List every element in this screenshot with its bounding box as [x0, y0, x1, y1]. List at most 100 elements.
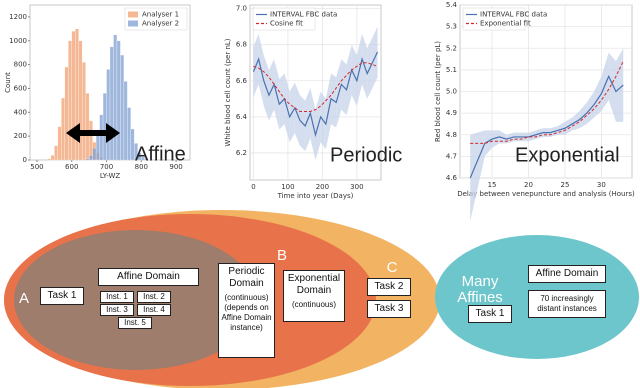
x-tick-label: 25	[560, 181, 569, 189]
x-tick-label: 200	[316, 183, 329, 191]
y-tick-label: 0	[23, 156, 27, 164]
annotation: Periodic	[330, 144, 402, 166]
confidence-band	[608, 52, 616, 122]
domain-note: (continuous)	[291, 300, 337, 309]
data-line	[253, 62, 378, 112]
legend-box	[462, 7, 526, 31]
legend-label: Cosine fit	[270, 20, 303, 28]
instance: Inst. 5	[118, 317, 152, 329]
domain-title: Affine Domain	[528, 265, 606, 283]
x-tick-label: 20	[524, 181, 533, 189]
histogram-bar	[61, 97, 65, 161]
histogram-bar	[88, 120, 93, 161]
confidence-band	[499, 130, 507, 144]
y-tick-label: 5.4	[446, 1, 458, 9]
histogram-bar	[85, 158, 90, 161]
confidence-band	[601, 52, 609, 111]
annotation: Exponential	[515, 144, 620, 166]
exponential-domain: Exponential Domain (continuous)	[283, 270, 345, 322]
histogram-bar	[120, 54, 125, 161]
y-axis-label: White blood cell count (per nL)	[224, 38, 232, 146]
confidence-band	[470, 132, 478, 222]
x-tick-label: 0	[251, 183, 255, 191]
legend-label: Analyser 2	[142, 20, 179, 28]
legend-swatch	[128, 20, 138, 27]
y-tick-label: 5.2	[446, 44, 457, 52]
x-tick-label: 500	[30, 163, 43, 171]
confidence-band	[492, 130, 500, 148]
instance: Inst. 1	[100, 291, 134, 303]
domain-title: Affine Domain	[98, 268, 199, 286]
legend-swatch	[128, 11, 138, 18]
y-tick-label: 7.0	[236, 5, 247, 13]
confidence-band	[557, 121, 565, 135]
task-box: Task 2	[367, 278, 411, 296]
domain-a-region	[14, 230, 258, 370]
y-tick-label: 1000	[9, 37, 27, 45]
chart: 4.6 4.7 4.8 4.9 5.0 5.1 5.2 5.3 5.4 15 20 25 30Delay…	[434, 1, 635, 222]
histogram-bar	[144, 158, 149, 161]
domain-title: Periodic Domain	[228, 266, 265, 289]
y-tick-label: 6.6	[236, 77, 248, 85]
instance: Inst. 2	[137, 291, 171, 303]
histogram-bar	[130, 128, 135, 161]
y-tick-label: 800	[14, 61, 27, 69]
histogram-bar	[50, 155, 55, 161]
histogram-bar	[106, 69, 111, 161]
x-tick-label: 300	[350, 183, 363, 191]
annotation: Affine	[135, 143, 186, 165]
legend-box	[252, 7, 316, 31]
histogram-bar	[99, 114, 104, 161]
histogram-bar	[123, 81, 128, 161]
legend-box	[124, 7, 188, 31]
histogram-bar	[57, 126, 62, 161]
label-a: A	[18, 290, 29, 307]
confidence-band	[579, 102, 587, 129]
y-axis-label: Red blood cell count (per pL)	[434, 41, 442, 142]
x-axis-label: Delay between venepuncture and analysis …	[457, 190, 635, 198]
confidence-band	[586, 91, 595, 124]
instance: Inst. 4	[137, 304, 171, 316]
affine-arrow	[66, 123, 120, 143]
affine-domain: Affine Domain Inst. 1 Inst. 2 Inst. 3 In…	[97, 266, 201, 331]
y-tick-label: 5.0	[446, 88, 457, 96]
x-axis-label: Time into year (Days)	[277, 192, 354, 200]
y-tick-label: 600	[14, 84, 27, 92]
histogram-bar	[71, 31, 76, 161]
confidence-band	[484, 130, 493, 157]
histogram-bar	[116, 40, 121, 161]
y-tick-label: 5.1	[446, 66, 457, 74]
y-tick-label: 4.7	[446, 152, 457, 160]
instance: Inst. 3	[100, 304, 134, 316]
legend-label: INTERVAL FBC data	[480, 11, 547, 19]
data-line	[469, 74, 624, 179]
x-tick-label: 30	[597, 181, 606, 189]
histogram-bar	[64, 66, 69, 161]
data-line	[470, 61, 624, 144]
histogram-bar	[68, 40, 72, 161]
y-tick-label: 5.3	[446, 23, 457, 31]
x-axis-label: LY-WZ	[100, 172, 121, 180]
y-tick-label: 4.6	[446, 174, 458, 182]
x-tick-label: 15	[488, 181, 497, 189]
x-tick-label: 800	[135, 163, 148, 171]
y-tick-label: 4.8	[446, 131, 457, 139]
chart: 0 200 400 600 800 1000 1200 500 600 700 800 900 LY-W…	[4, 4, 191, 180]
histogram-bar	[134, 143, 138, 161]
histogram-bar	[47, 158, 52, 161]
confidence-band	[477, 130, 485, 189]
legend-label: INTERVAL FBC data	[270, 11, 337, 19]
histogram-bar	[82, 62, 86, 161]
confidence-band	[615, 48, 624, 122]
x-tick-label: 100	[281, 183, 294, 191]
y-tick-label: 400	[14, 108, 27, 116]
x-tick-label: 900	[169, 163, 182, 171]
y-tick-label: 4.9	[446, 109, 457, 117]
y-tick-label: 200	[14, 132, 27, 140]
histogram-bar	[109, 46, 114, 161]
legend-label: Exponential fit	[480, 20, 531, 28]
domain-title: Exponential Domain	[287, 273, 341, 296]
histogram-bar	[137, 152, 142, 161]
